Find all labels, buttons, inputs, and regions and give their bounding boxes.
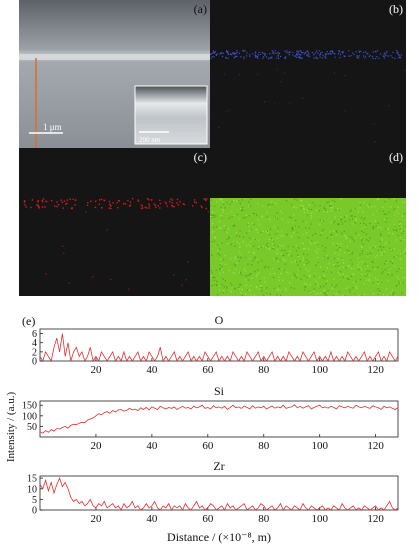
series-line bbox=[39, 476, 399, 511]
y-tick-label: 0 bbox=[32, 357, 37, 368]
series-line bbox=[39, 404, 399, 434]
y-axis-label: Intensity / (a.u.) bbox=[5, 392, 17, 463]
x-tick-label: 100 bbox=[311, 440, 328, 452]
panel-label-c: (c) bbox=[193, 150, 207, 164]
x-tick-label: 60 bbox=[202, 364, 214, 376]
x-tick-label: 20 bbox=[90, 364, 102, 376]
x-tick-label: 120 bbox=[367, 440, 384, 452]
y-tick-label: 50 bbox=[27, 422, 37, 433]
x-tick-label: 40 bbox=[146, 440, 158, 452]
y-tick-label: 2 bbox=[32, 347, 37, 358]
x-tick-label: 60 bbox=[202, 440, 214, 452]
silicon-dot-map bbox=[23, 198, 209, 290]
y-tick-label: 4 bbox=[32, 338, 37, 349]
sem-inset bbox=[134, 85, 208, 145]
x-tick-label: 120 bbox=[367, 364, 384, 376]
zirconium-map bbox=[210, 198, 406, 296]
x-tick-label: 80 bbox=[258, 513, 270, 525]
x-axis-label: Distance / (×10⁻⁸, m) bbox=[167, 530, 271, 544]
sem-image-panel: 1 μm 200 nm (a) bbox=[19, 0, 210, 148]
x-tick-label: 100 bbox=[311, 364, 328, 376]
plot-frame bbox=[39, 400, 399, 438]
x-tick-label: 40 bbox=[146, 364, 158, 376]
y-tick-label: 150 bbox=[22, 401, 37, 412]
plot-frame bbox=[39, 475, 399, 511]
inset-scale-bar-label: 200 nm bbox=[139, 136, 161, 144]
x-tick-label: 20 bbox=[90, 513, 102, 525]
oxygen-dot-map bbox=[210, 50, 406, 143]
x-tick-label: 40 bbox=[146, 513, 158, 525]
y-tick-label: 15 bbox=[27, 474, 37, 485]
eds-map-oxygen: (b) bbox=[210, 0, 406, 148]
eds-map-silicon: (c) bbox=[19, 148, 210, 296]
x-tick-label: 100 bbox=[311, 513, 328, 525]
plot-frame bbox=[39, 328, 399, 362]
series-line bbox=[39, 333, 399, 363]
panel-label-b: (b) bbox=[389, 2, 403, 16]
x-tick-label: 120 bbox=[367, 513, 384, 525]
chart-title: O bbox=[215, 313, 224, 327]
y-tick-label: 0 bbox=[32, 506, 37, 517]
sem-image: 1 μm 200 nm bbox=[19, 0, 210, 148]
y-tick-label: 100 bbox=[22, 411, 37, 422]
panel-label-e: (e) bbox=[22, 314, 36, 328]
eds-map-zirconium: (d) bbox=[210, 148, 406, 296]
y-tick-label: 6 bbox=[32, 329, 37, 340]
x-tick-label: 20 bbox=[90, 440, 102, 452]
y-tick-label: 5 bbox=[32, 495, 37, 506]
x-tick-label: 80 bbox=[258, 364, 270, 376]
x-tick-label: 60 bbox=[202, 513, 214, 525]
panel-label-a: (a) bbox=[193, 2, 207, 16]
chart-title: Si bbox=[214, 384, 225, 398]
chart-title: Zr bbox=[213, 459, 224, 473]
y-tick-label: 10 bbox=[27, 484, 37, 495]
x-tick-label: 80 bbox=[258, 440, 270, 452]
scale-bar-label: 1 μm bbox=[43, 122, 62, 132]
panel-label-d: (d) bbox=[389, 150, 403, 164]
